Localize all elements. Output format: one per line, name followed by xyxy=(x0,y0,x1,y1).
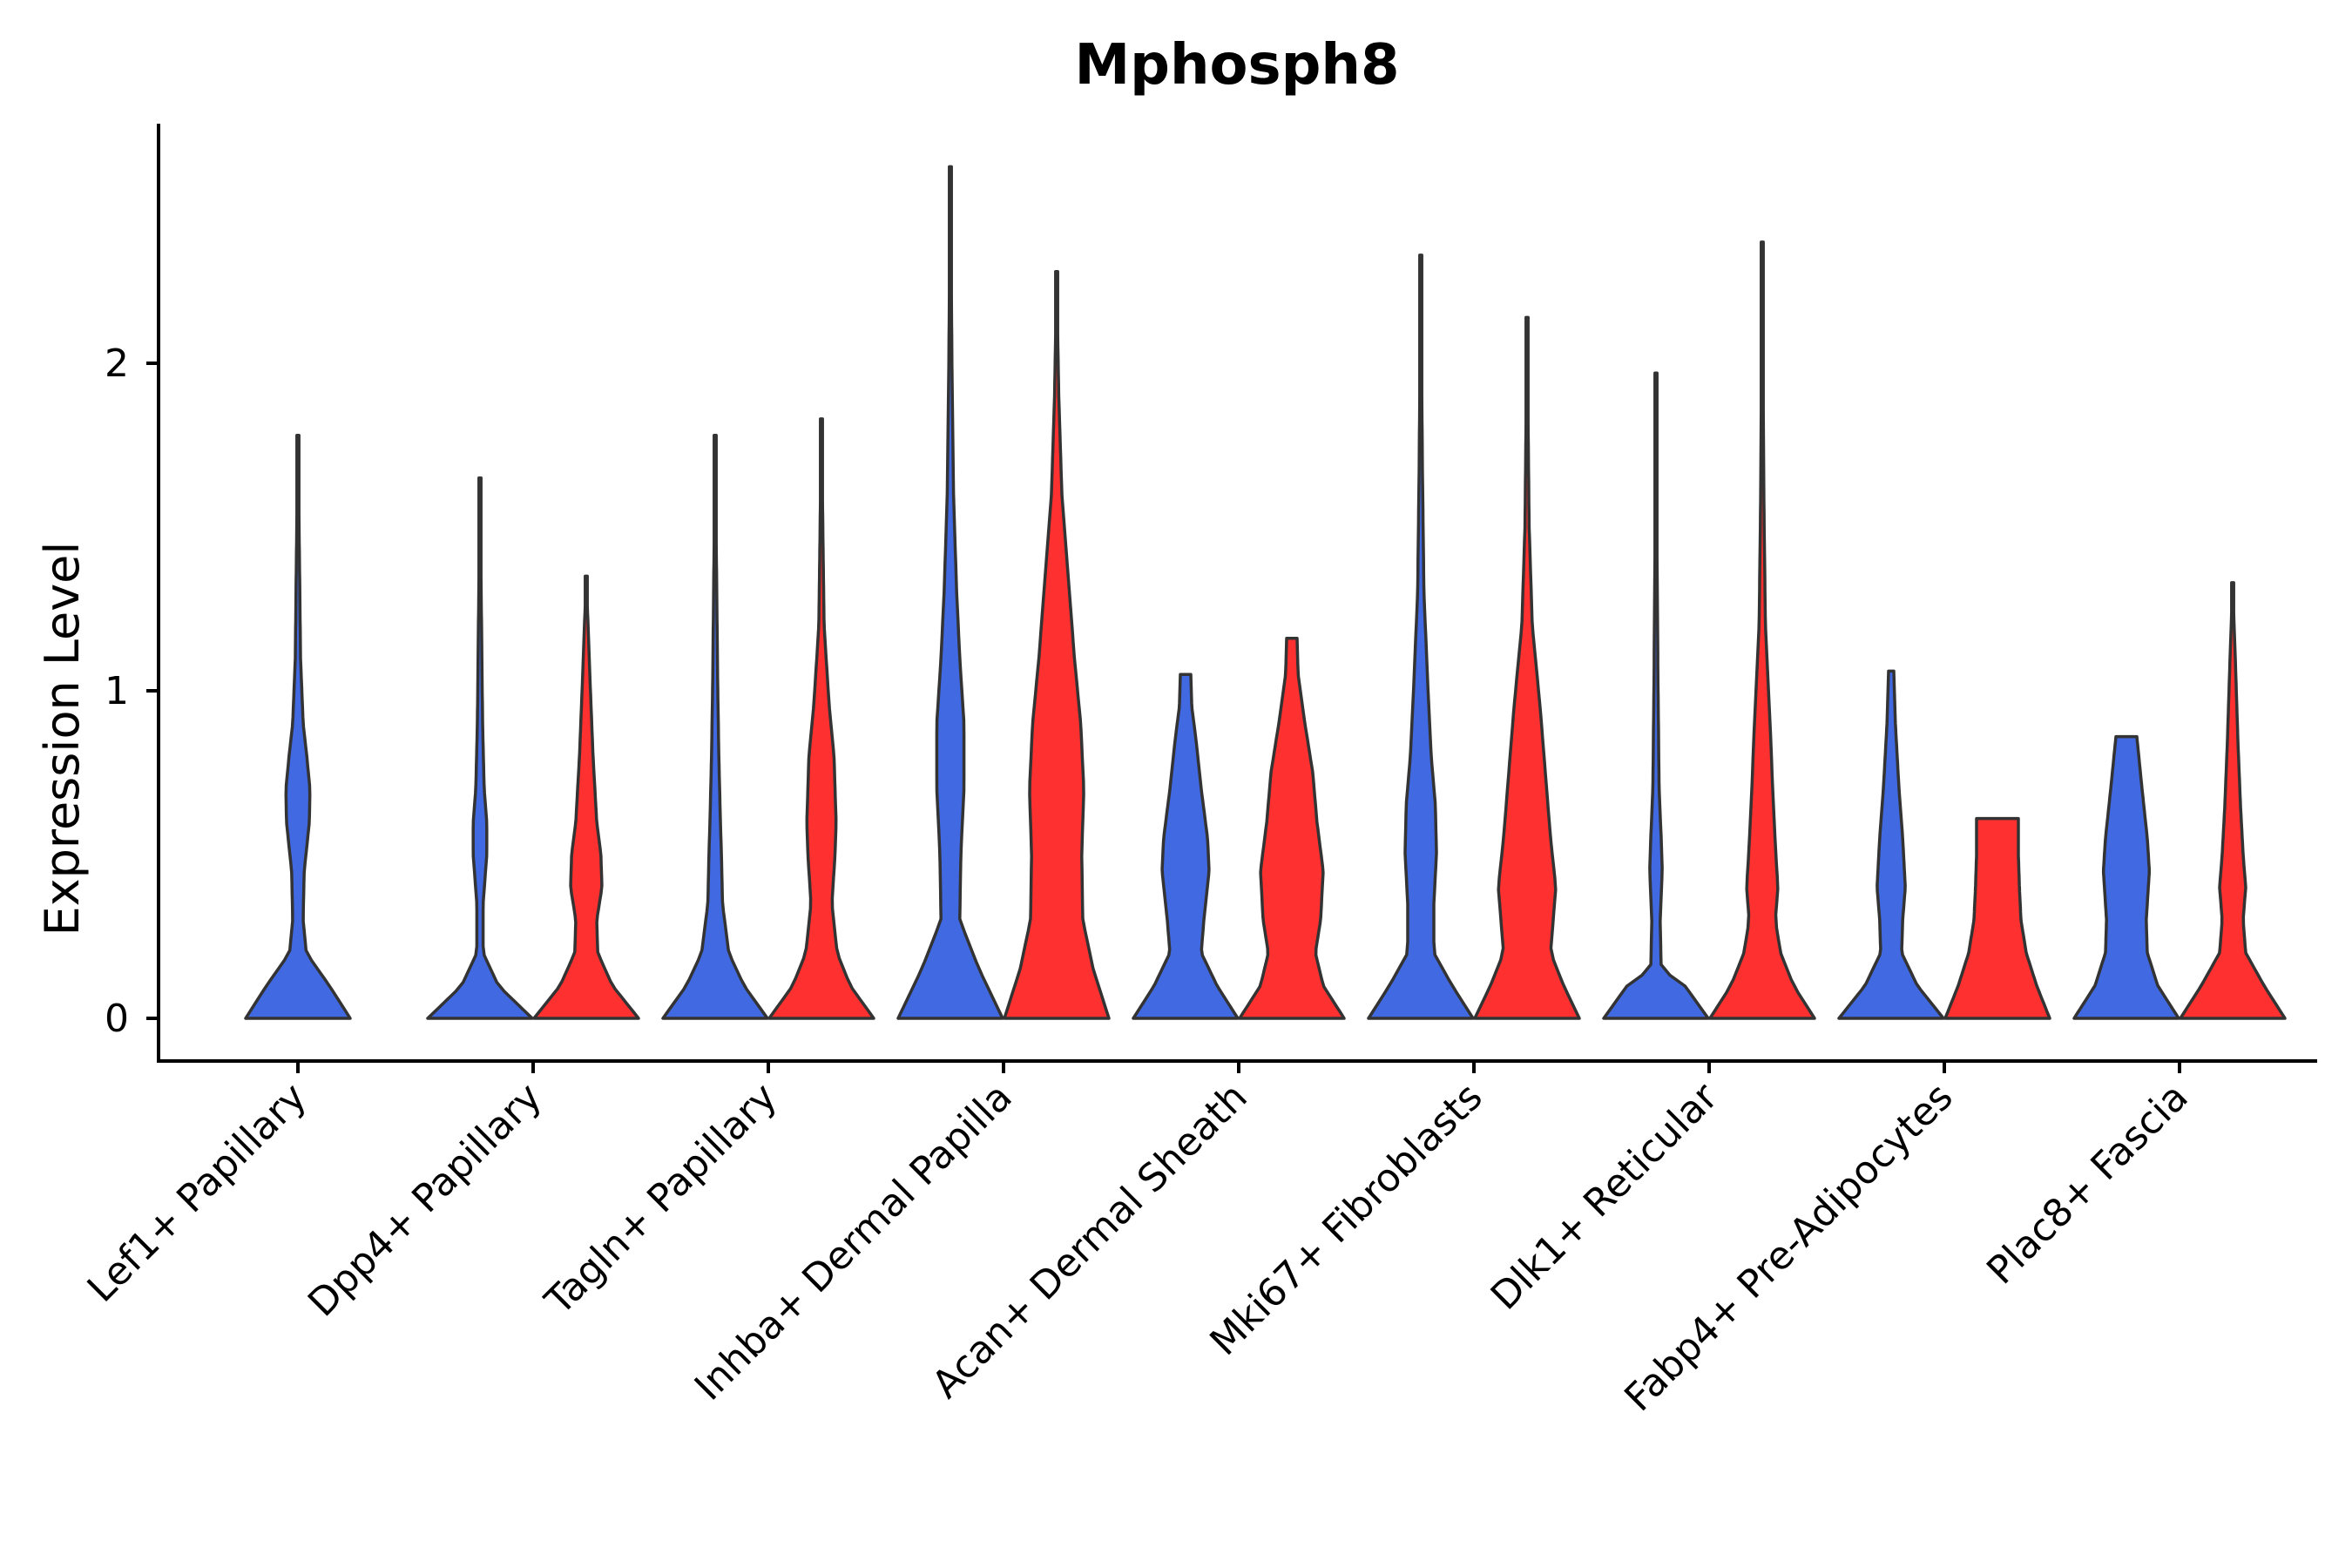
x-tick-label: Dpp4+ Papillary xyxy=(300,1075,551,1326)
x-tick-label: Tagln+ Papillary xyxy=(537,1075,786,1324)
y-tick-label: 2 xyxy=(105,341,129,386)
violin-group-red-3 xyxy=(767,417,875,1020)
y-axis-label: Expression Level xyxy=(35,542,90,936)
violin-group-red-6 xyxy=(1473,315,1581,1020)
violin-group-red-9 xyxy=(2179,581,2287,1020)
violin-group-blue-6 xyxy=(1367,253,1475,1020)
y-tick-label: 0 xyxy=(105,997,129,1041)
chart-title: Mphosph8 xyxy=(1074,33,1399,98)
violin-group-blue-8 xyxy=(1837,669,1945,1020)
violin-layer xyxy=(244,165,2287,1020)
x-tick-label: Lef1+ Papillary xyxy=(79,1075,315,1311)
y-tick-label: 1 xyxy=(105,669,129,713)
violin-group-red-7 xyxy=(1708,240,1816,1020)
violin-group-blue-9 xyxy=(2072,734,2180,1020)
x-tick-label: Dlk1+ Reticular xyxy=(1483,1074,1727,1319)
violin-group-blue-1 xyxy=(244,433,352,1020)
violin-group-blue-2 xyxy=(426,476,534,1020)
violin-group-red-5 xyxy=(1238,637,1346,1020)
violin-group-red-4 xyxy=(1003,269,1111,1020)
violin-group-blue-4 xyxy=(896,165,1004,1020)
y-axis-ticks: 0 1 2 xyxy=(105,341,159,1041)
violin-group-blue-7 xyxy=(1602,371,1710,1020)
violin-group-blue-5 xyxy=(1132,672,1240,1020)
x-tick-label: Mki67+ Fibroblasts xyxy=(1201,1075,1490,1364)
x-tick-label: Plac8+ Fascia xyxy=(1978,1075,2197,1294)
violin-group-red-2 xyxy=(532,574,640,1020)
violin-group-red-8 xyxy=(1943,816,2051,1020)
violin-group-blue-3 xyxy=(661,433,769,1020)
